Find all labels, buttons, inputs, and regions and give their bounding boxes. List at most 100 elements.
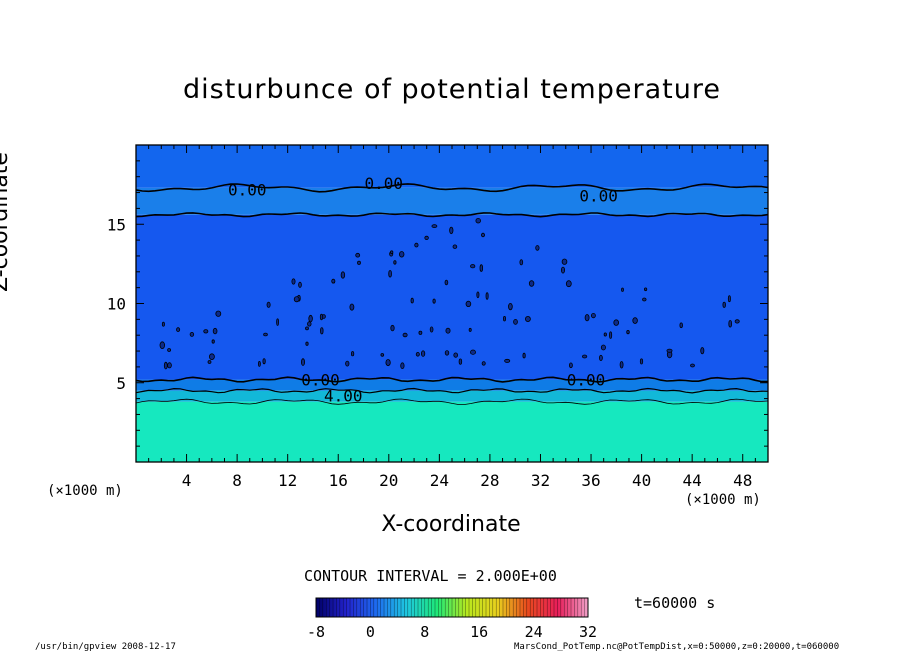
x-unit-right: (×1000 m) [685,492,761,508]
footer-left: /usr/bin/gpview 2008-12-17 [35,642,176,652]
speckle [513,318,518,325]
x-tick-label: 24 [430,471,449,490]
speckle [355,252,361,258]
speckle [410,297,414,304]
speckle [420,350,426,357]
speckle [276,318,280,326]
contour-line-4 [135,398,769,405]
speckle [690,363,695,368]
x-tick-label: 8 [232,471,242,490]
x-axis-label: X-coordinate [381,512,521,537]
speckle [163,361,168,370]
speckle [561,266,566,274]
x-tick-label: 12 [278,471,297,490]
speckle [262,358,266,365]
speckle [603,332,607,337]
y-tick-label: 15 [107,215,126,234]
contour-line-3 [135,387,769,394]
speckle [481,361,486,366]
speckle [159,341,165,350]
speckle [424,235,429,240]
speckle [639,358,644,365]
speckle [305,326,309,331]
contour-line-0 [135,183,769,193]
x-tick-label: 4 [182,471,192,490]
contour-lines [135,183,769,405]
speckle [432,298,436,304]
speckle [298,281,302,288]
contour-line-1 [135,212,769,218]
speckle [390,324,395,332]
contour-interval-label: CONTOUR INTERVAL = 2.000E+00 [304,567,557,585]
contour-label: 0.00 [579,187,618,206]
speckle [452,244,458,249]
footer-right: MarsCond_PotTemp.nc@PotTempDist,x=0:5000… [514,642,840,652]
region-4 [136,187,768,215]
speckle [388,270,392,278]
colorbar-tick-label: 24 [525,623,543,641]
speckle [565,280,572,288]
speckle [734,319,740,324]
speckle [207,360,212,364]
x-tick-label: 32 [531,471,550,490]
speckle [581,354,588,359]
speckle [400,362,405,370]
speckle [599,354,603,361]
x-tick-label: 36 [581,471,600,490]
contour-labels: 0.00 0.000.000.00 0.004.00 [228,174,618,405]
speckle [468,327,472,332]
speckle [215,310,222,317]
speckle [357,260,361,265]
speckle [189,331,195,337]
speckle [475,217,481,224]
speckle [257,360,261,367]
speckle [263,332,268,337]
speckle [320,327,324,335]
speckle [465,300,472,307]
speckle [643,287,648,292]
speckle [642,297,647,302]
speckle [528,280,535,287]
speckle [476,291,480,299]
colorbar-tick-label: 8 [420,623,429,641]
speckle [666,348,673,353]
chart-title: disturbunce of potential temperature [183,74,721,105]
speckle [609,331,613,339]
speckle [569,362,573,369]
contour-speckles [159,217,740,370]
speckle [591,312,596,319]
speckle [429,326,434,333]
speckle [458,358,463,365]
colorbar: -8 0 8 16 24 32 [307,597,597,641]
x-tick-label: 40 [632,471,651,490]
x-tick-label: 48 [733,471,752,490]
speckle [300,358,305,366]
speckle [293,296,300,303]
speckle [444,350,450,356]
region-3 [136,214,768,380]
region-5 [136,145,768,188]
speckle [584,314,590,322]
speckle [470,264,476,269]
plot-regions [136,145,768,462]
speckle [319,313,324,321]
speckle [508,302,513,311]
speckle [176,327,181,332]
speckle [626,329,630,335]
speckle [632,317,638,324]
speckle [349,303,355,311]
speckle [167,362,172,369]
contour-label: 4.00 [324,386,363,405]
speckle [619,361,624,369]
speckle [307,321,312,327]
region-0 [136,401,768,462]
speckle [414,242,419,248]
speckle [444,279,449,286]
x-tick-label: 28 [480,471,499,490]
y-tick-label: 10 [107,295,126,314]
speckle [453,352,459,358]
speckle [679,322,683,329]
speckle [291,278,296,285]
